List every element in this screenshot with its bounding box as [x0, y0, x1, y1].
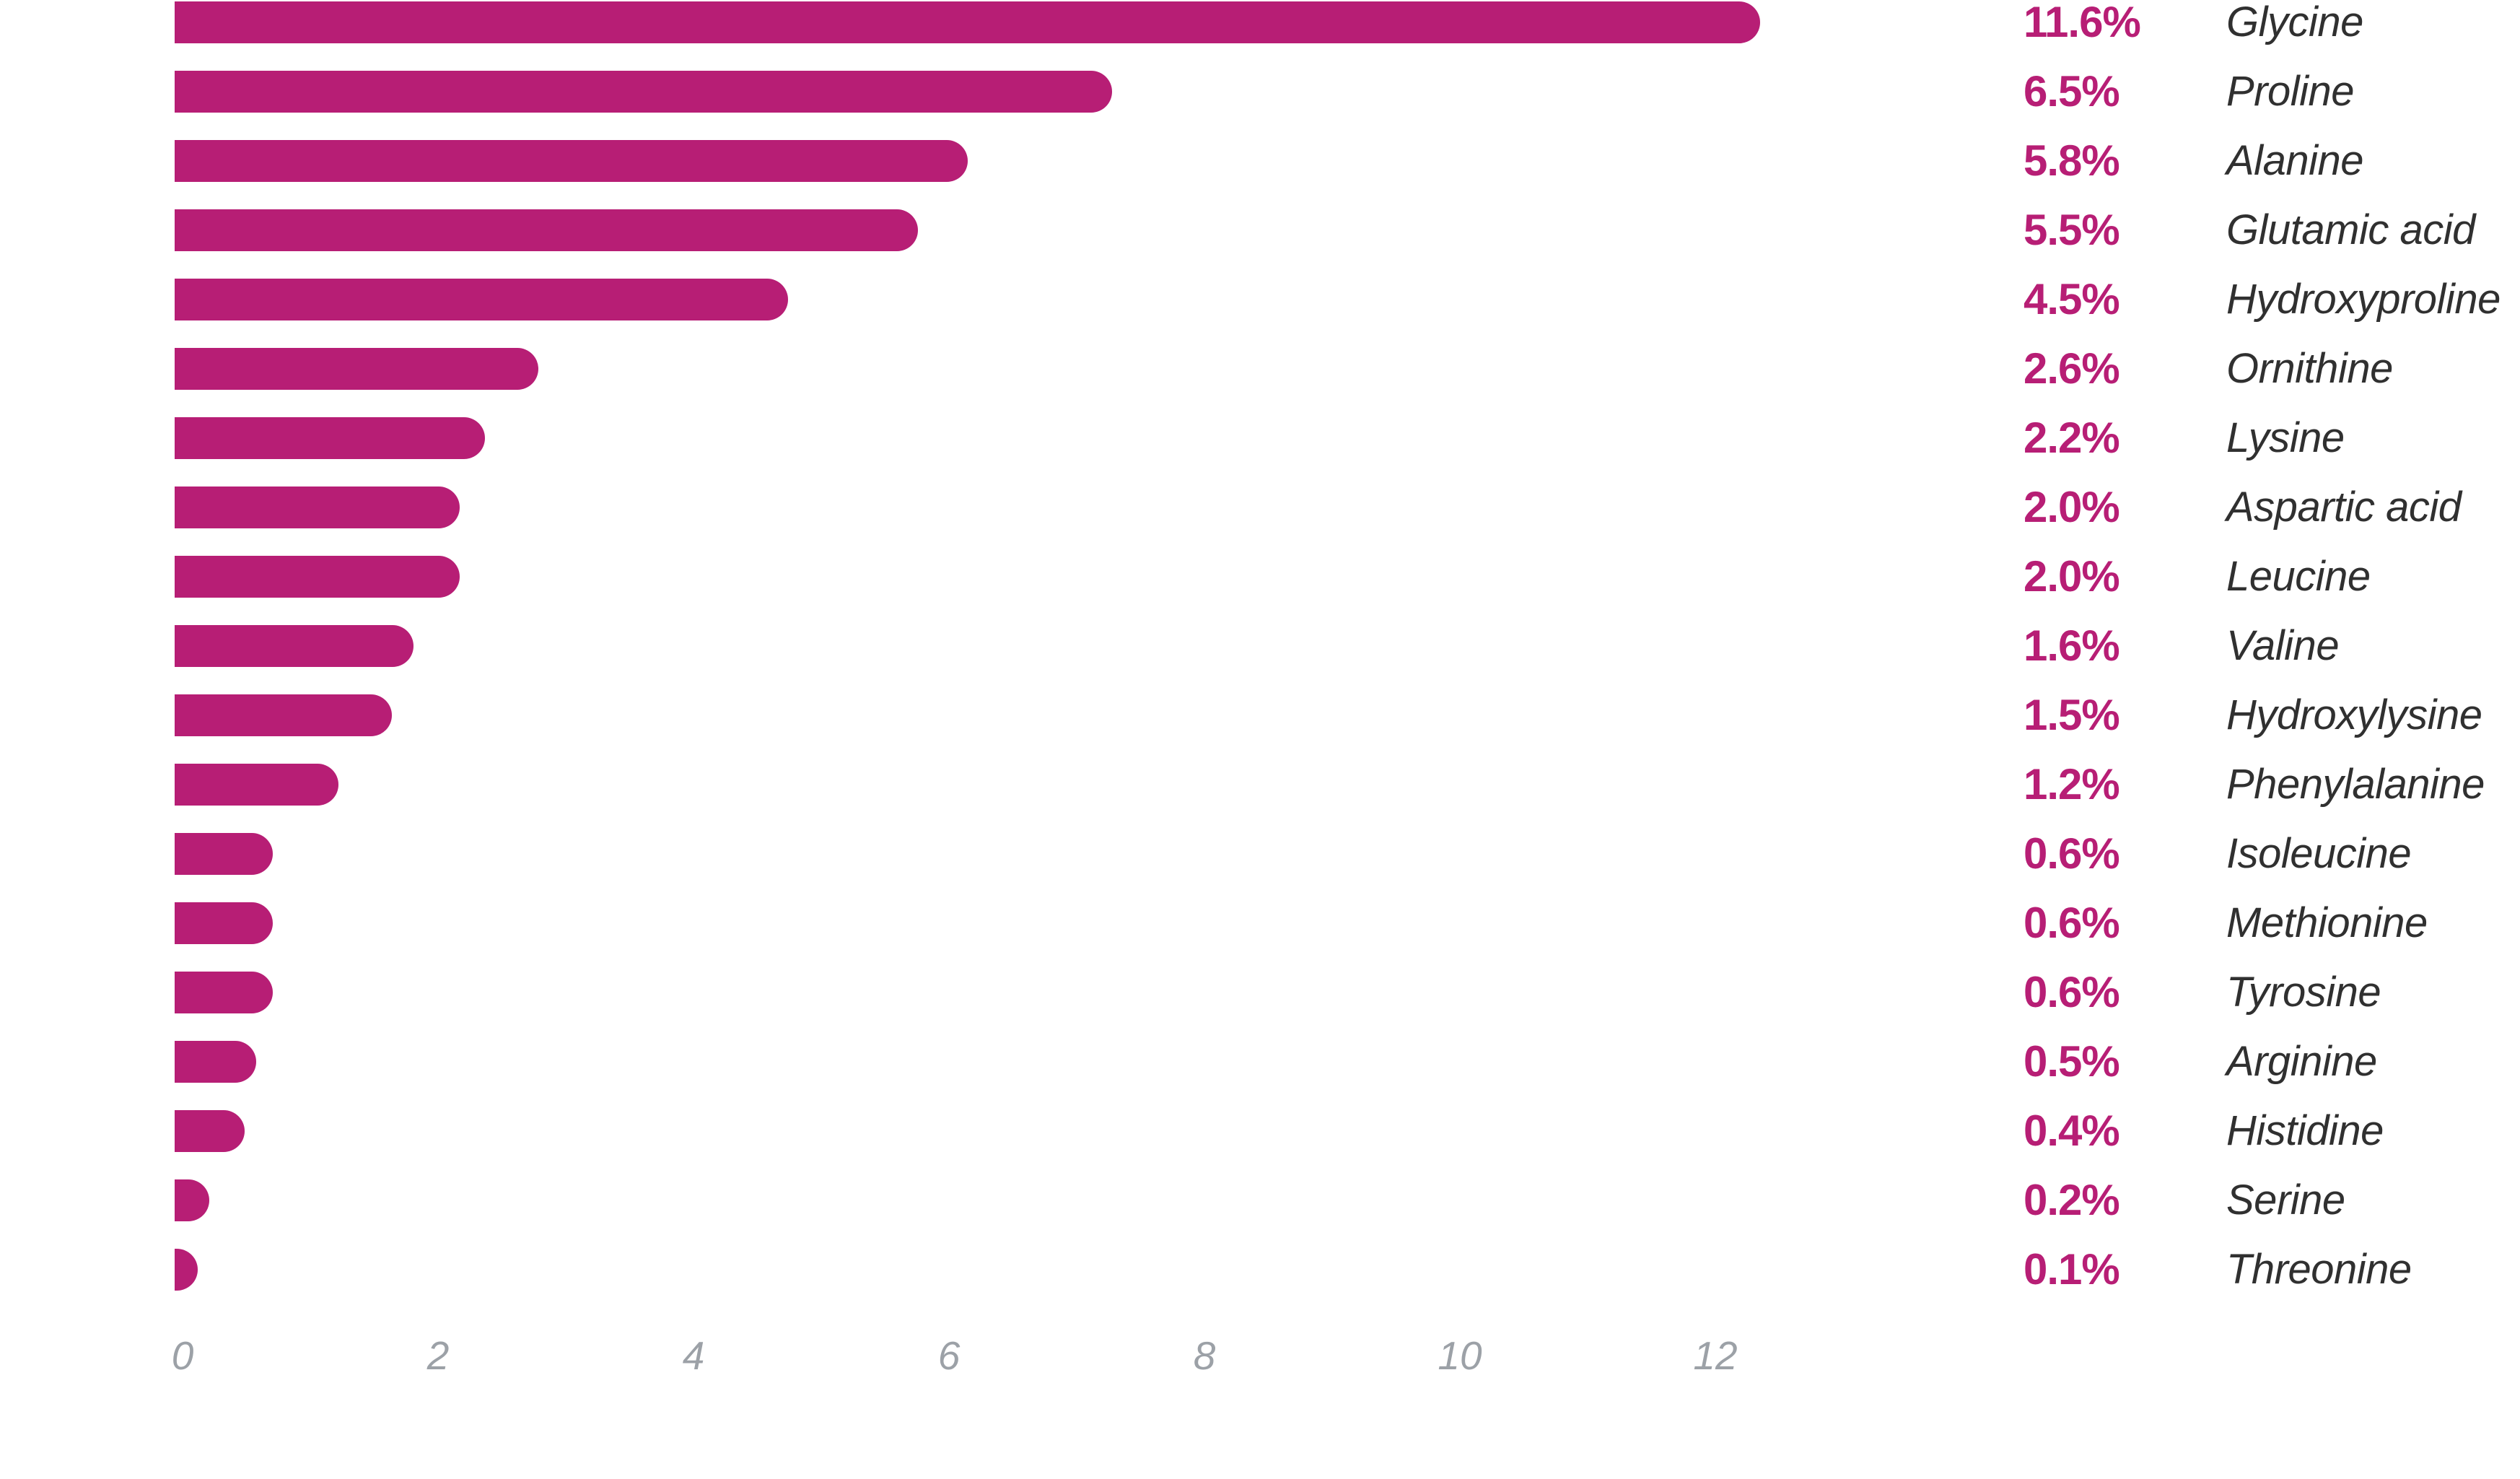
bar-row: 6.5% Proline [0, 67, 2520, 115]
category-label: Histidine [2226, 1107, 2384, 1154]
bar-row: 4.5% Hydroxyproline [0, 275, 2520, 323]
bar-row: 2.6% Ornithine [0, 344, 2520, 393]
bar-row: 1.5% Hydroxylysine [0, 691, 2520, 739]
bar [175, 417, 485, 459]
category-label: Isoleucine [2226, 830, 2412, 877]
value-label: 0.2% [2024, 1176, 2120, 1224]
category-label: Methionine [2226, 899, 2428, 946]
bar-row: 0.6% Methionine [0, 899, 2520, 947]
bar [175, 972, 273, 1013]
x-axis-tick-label: 4 [682, 1333, 705, 1378]
bar [175, 279, 788, 320]
bar [175, 902, 273, 944]
category-label: Valine [2226, 622, 2340, 669]
bar-row: 0.4% Histidine [0, 1107, 2520, 1155]
category-label: Serine [2226, 1177, 2345, 1223]
x-axis-tick-label: 0 [171, 1333, 194, 1378]
bar [175, 348, 538, 390]
value-label: 0.6% [2024, 829, 2120, 878]
category-label: Lysine [2226, 414, 2345, 461]
bar [175, 71, 1112, 113]
bar-row: 0.2% Serine [0, 1176, 2520, 1224]
value-label: 2.6% [2024, 344, 2120, 393]
category-label: Leucine [2226, 553, 2371, 600]
bar [175, 1041, 256, 1083]
bar [175, 487, 460, 528]
value-label: 2.0% [2024, 552, 2120, 601]
value-label: 1.2% [2024, 760, 2120, 808]
bar-row: 0.6% Tyrosine [0, 968, 2520, 1016]
bar-row: 0.5% Arginine [0, 1037, 2520, 1086]
category-label: Proline [2226, 68, 2355, 115]
value-label: 1.5% [2024, 691, 2120, 739]
value-label: 0.1% [2024, 1245, 2120, 1293]
bar [175, 833, 273, 875]
bar [175, 764, 338, 806]
value-label: 4.5% [2024, 275, 2120, 323]
bar [175, 1179, 209, 1221]
bar [175, 140, 968, 182]
bar-row: 0.6% Isoleucine [0, 829, 2520, 878]
category-label: Hydroxyproline [2226, 276, 2501, 323]
value-label: 2.2% [2024, 414, 2120, 462]
bar-row: 5.8% Alanine [0, 136, 2520, 185]
bar-row: 11.6% Glycine [0, 0, 2520, 46]
x-axis-tick-label: 6 [937, 1333, 961, 1378]
value-label: 0.6% [2024, 899, 2120, 947]
category-label: Phenylalanine [2226, 761, 2485, 808]
value-label: 5.8% [2024, 136, 2120, 185]
category-label: Glutamic acid [2226, 206, 2475, 253]
category-label: Hydroxylysine [2226, 691, 2482, 738]
category-label: Alanine [2226, 137, 2363, 184]
value-label: 1.6% [2024, 621, 2120, 670]
category-label: Aspartic acid [2226, 484, 2462, 531]
x-axis-tick-label: 12 [1693, 1333, 1738, 1378]
bar-row: 2.0% Leucine [0, 552, 2520, 601]
bar-row: 1.2% Phenylalanine [0, 760, 2520, 808]
value-label: 6.5% [2024, 67, 2120, 115]
bar-row: 2.2% Lysine [0, 414, 2520, 462]
x-axis-tick-label: 8 [1193, 1333, 1216, 1378]
x-axis-tick-label: 2 [426, 1333, 450, 1378]
category-label: Threonine [2226, 1246, 2412, 1293]
category-label: Tyrosine [2226, 969, 2381, 1016]
value-label: 0.6% [2024, 968, 2120, 1016]
bar-row: 1.6% Valine [0, 621, 2520, 670]
bar [175, 209, 918, 251]
bar [175, 556, 460, 598]
bar-row: 5.5% Glutamic acid [0, 206, 2520, 254]
value-label: 5.5% [2024, 206, 2120, 254]
bar-row: 2.0% Aspartic acid [0, 483, 2520, 531]
value-label: 0.5% [2024, 1037, 2120, 1086]
bar [175, 625, 414, 667]
category-label: Glycine [2226, 0, 2363, 45]
x-axis-tick-label: 10 [1438, 1333, 1482, 1378]
category-label: Arginine [2226, 1038, 2377, 1085]
value-label: 2.0% [2024, 483, 2120, 531]
value-label: 11.6% [2024, 0, 2141, 46]
bar-row: 0.1% Threonine [0, 1245, 2520, 1293]
category-label: Ornithine [2226, 345, 2393, 392]
value-label: 0.4% [2024, 1107, 2120, 1155]
bar [175, 1, 1760, 43]
bar [175, 1110, 245, 1152]
bar [175, 1249, 198, 1291]
bar [175, 694, 392, 736]
